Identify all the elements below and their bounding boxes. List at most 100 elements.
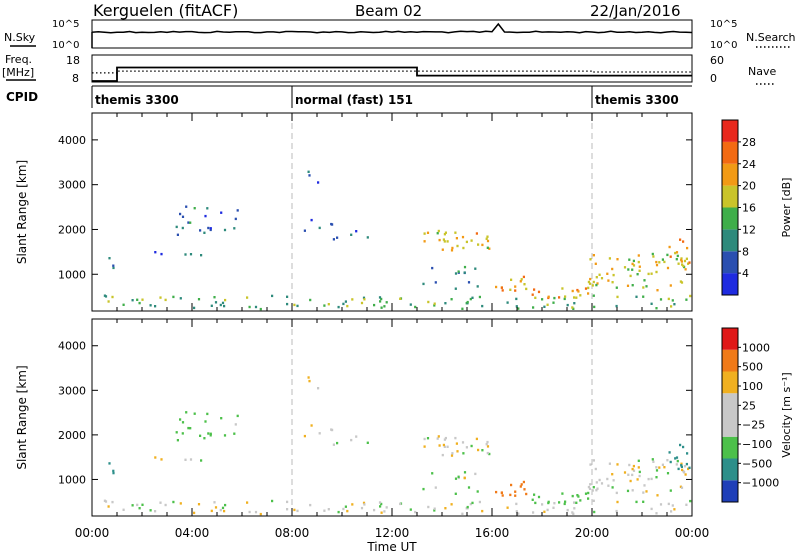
echo-cell [632, 469, 636, 472]
echo-cell [685, 257, 688, 260]
echo-cell [592, 459, 595, 462]
echo-cell [426, 231, 430, 234]
echo-cell [656, 289, 659, 292]
velocity-colorbar-swatch [722, 436, 738, 459]
echo-cell [655, 469, 659, 472]
velocity-colorbar-tick-label: 100 [742, 380, 763, 393]
echo-cell [213, 296, 216, 299]
echo-cell [478, 500, 481, 504]
echo-cell [254, 510, 258, 514]
echo-cell [234, 423, 237, 426]
time-axis-ticks: 00:00 04:00 08:00 12:00 16:00 20:00 00:00 [75, 526, 710, 540]
echo-cell [220, 211, 223, 214]
echo-cell [175, 225, 178, 229]
echo-cell [600, 482, 604, 485]
echo-cell [552, 506, 555, 509]
echo-cell [443, 445, 446, 448]
echo-cell [107, 505, 110, 508]
echo-cell [681, 468, 684, 472]
echo-cell [587, 491, 590, 495]
velocity-colorbar-swatch [722, 328, 738, 350]
echo-cell [584, 492, 588, 495]
echo-cell [615, 304, 618, 308]
echo-cell [184, 458, 187, 461]
echo-cell [293, 303, 296, 307]
echo-cell [577, 290, 580, 293]
power-colorbar-tick-label: 20 [742, 180, 756, 193]
echo-cell [154, 251, 157, 254]
echo-cell [436, 232, 439, 235]
echo-cell [587, 286, 590, 290]
echo-cell [608, 257, 611, 260]
echo-cell [327, 508, 330, 511]
noise-tick-top-right: 10^5 [710, 19, 737, 30]
echo-cell [380, 511, 383, 514]
echo-cell [465, 446, 468, 449]
echo-cell [635, 295, 638, 298]
echo-cell [461, 307, 464, 310]
echo-cell [645, 285, 648, 288]
echo-cell [661, 258, 664, 261]
velocity-colorbar-tick-label: −500 [742, 457, 772, 470]
echo-cell [553, 296, 556, 300]
echo-cell [443, 233, 446, 236]
echo-cell [380, 306, 383, 309]
echo-cell [185, 411, 188, 414]
echo-cell [655, 466, 658, 469]
echo-cell [444, 302, 447, 305]
echo-cell [589, 463, 592, 466]
echo-cell [510, 483, 513, 487]
echo-cell [456, 244, 459, 248]
echo-cell [531, 498, 534, 501]
echo-cell [383, 305, 386, 308]
echo-cell [181, 226, 184, 230]
echo-cell [187, 221, 190, 224]
echo-cell [669, 284, 672, 287]
echo-cell [467, 486, 471, 489]
echo-cell [669, 460, 672, 464]
echo-cell [193, 511, 196, 515]
echo-cell [655, 270, 658, 274]
velocity-colorbar-tick-label: 1000 [742, 341, 770, 354]
echo-cell [383, 510, 386, 513]
velocity-colorbar-tick-label: −1000 [742, 477, 779, 490]
echo-cell [626, 284, 630, 287]
echo-cell [616, 258, 619, 261]
echo-cell [669, 255, 672, 258]
echo-cell [684, 268, 687, 271]
echo-cell [454, 492, 457, 495]
echo-cell [187, 426, 190, 430]
echo-cell [656, 494, 659, 497]
echo-cell [210, 304, 213, 307]
echo-cell [647, 477, 650, 481]
velocity-colorbar-tick-label: 500 [742, 361, 763, 374]
echo-cell [310, 424, 313, 427]
echo-cell [172, 500, 175, 504]
echo-cell [181, 421, 185, 424]
echo-cell [501, 289, 504, 292]
echo-cell [632, 464, 635, 468]
echo-cell [686, 246, 689, 250]
velocity-colorbar-swatch [722, 480, 738, 502]
station-title: Kerguelen (fitACF) [93, 1, 238, 20]
nave-tick-bottom: 0 [710, 72, 717, 85]
echo-cell [422, 282, 425, 286]
echo-cell [323, 304, 326, 307]
echo-cell [677, 262, 680, 265]
echo-cell [677, 467, 680, 471]
echo-cell [112, 469, 115, 473]
echo-cell [454, 477, 458, 480]
echo-cell [248, 510, 251, 514]
echo-cell [685, 462, 688, 466]
echo-cell [683, 259, 687, 263]
echo-cell [628, 258, 631, 261]
echo-cell [682, 445, 685, 449]
echo-cell [433, 507, 436, 510]
echo-cell [470, 239, 473, 242]
echo-cell [318, 432, 321, 435]
echo-cell [561, 492, 564, 495]
power-colorbar-tick-label: 28 [742, 136, 756, 149]
echo-cell [159, 501, 162, 504]
echo-cell [615, 509, 618, 513]
echo-cell [591, 489, 594, 492]
